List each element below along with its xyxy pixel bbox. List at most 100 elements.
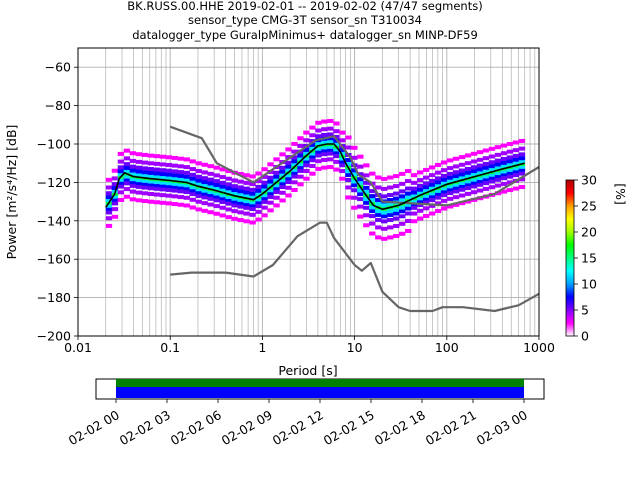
density-cell xyxy=(219,200,226,205)
density-cell xyxy=(297,182,304,187)
density-cell xyxy=(464,153,472,158)
density-cell xyxy=(219,180,226,185)
density-cell xyxy=(303,176,310,181)
density-cell xyxy=(159,193,167,198)
density-cell xyxy=(135,190,143,195)
density-cell xyxy=(255,188,262,193)
density-cell xyxy=(255,217,262,222)
density-cell xyxy=(375,197,382,202)
density-cell xyxy=(440,160,448,165)
coverage-bar-bottom xyxy=(116,387,524,398)
density-cell xyxy=(369,231,376,236)
density-cell xyxy=(381,186,388,191)
density-cell xyxy=(261,196,268,201)
density-cell xyxy=(111,176,119,181)
density-cell xyxy=(476,182,484,187)
density-cell xyxy=(189,185,196,190)
density-cell xyxy=(399,209,406,214)
density-cell xyxy=(399,189,406,194)
density-cell xyxy=(201,188,208,193)
density-cell xyxy=(410,190,418,195)
density-cell xyxy=(201,170,208,175)
density-cell xyxy=(434,180,442,185)
density-cell xyxy=(147,182,155,187)
colorbar-label: [%] xyxy=(613,183,628,205)
density-cell xyxy=(476,167,484,172)
density-cell xyxy=(243,173,250,178)
density-cell xyxy=(195,181,202,186)
density-cell xyxy=(111,194,119,199)
density-cell xyxy=(434,201,442,206)
density-cell xyxy=(333,154,340,159)
density-cell xyxy=(237,189,244,194)
density-cell xyxy=(159,172,167,177)
density-cell xyxy=(506,142,514,147)
density-cell xyxy=(470,171,478,176)
density-cell xyxy=(482,165,490,170)
density-cell xyxy=(309,151,316,156)
density-cell xyxy=(291,162,298,167)
density-cell xyxy=(339,138,346,143)
density-cell xyxy=(123,165,131,170)
density-cell xyxy=(405,211,412,216)
density-cell xyxy=(123,156,131,161)
density-cell xyxy=(321,132,328,137)
density-cell xyxy=(309,133,316,138)
density-cell xyxy=(243,219,250,224)
density-cell xyxy=(500,143,508,148)
density-cell xyxy=(494,162,502,167)
density-cell xyxy=(201,201,208,206)
density-cell xyxy=(171,188,178,193)
density-cell xyxy=(512,157,520,162)
density-cell xyxy=(393,191,400,196)
density-cell xyxy=(518,167,526,172)
x-axis-ticks: 0.01 0.1 1 10 100 1000 xyxy=(64,336,555,355)
density-cell xyxy=(267,188,274,193)
density-cell xyxy=(381,226,388,231)
density-cell xyxy=(279,165,286,170)
density-cell xyxy=(309,125,316,130)
density-cell xyxy=(225,182,232,187)
density-cell xyxy=(153,171,161,176)
figure-title-line-3: datalogger_type GuralpMinimus+ datalogge… xyxy=(132,28,478,42)
density-cell xyxy=(488,175,496,180)
density-cell xyxy=(369,197,376,202)
density-cell xyxy=(147,161,155,166)
density-cell xyxy=(195,178,202,183)
density-cell xyxy=(189,176,196,181)
x-tick-label: 0.01 xyxy=(64,340,92,355)
density-cell xyxy=(387,209,394,214)
density-cell xyxy=(135,172,143,177)
density-cell xyxy=(369,209,376,214)
density-cell xyxy=(381,194,388,199)
density-cell xyxy=(165,184,172,189)
density-cell xyxy=(506,188,514,193)
figure-title-line-2: sensor_type CMG-3T sensor_sn T310034 xyxy=(188,13,422,27)
density-cell xyxy=(369,205,376,210)
density-cell xyxy=(279,169,286,174)
density-cell xyxy=(183,203,190,208)
density-cell xyxy=(267,175,274,180)
y-tick-label: −160 xyxy=(37,252,71,267)
density-cell xyxy=(482,156,490,161)
density-cell xyxy=(273,183,280,188)
density-cell xyxy=(273,170,280,175)
density-cell xyxy=(237,192,244,197)
density-cell xyxy=(512,166,520,171)
density-cell xyxy=(321,148,328,153)
density-cell xyxy=(153,174,161,179)
density-cell xyxy=(399,231,406,236)
density-cell xyxy=(105,185,113,190)
density-cell xyxy=(141,178,149,183)
density-cell xyxy=(476,150,484,155)
density-cell xyxy=(345,145,352,150)
density-cell xyxy=(381,203,388,208)
density-cell xyxy=(405,186,412,191)
density-cell xyxy=(105,203,113,208)
density-cell xyxy=(452,182,460,187)
density-cell xyxy=(213,165,220,170)
density-cell xyxy=(219,167,226,172)
density-cell xyxy=(458,181,466,186)
density-cell xyxy=(213,198,220,203)
